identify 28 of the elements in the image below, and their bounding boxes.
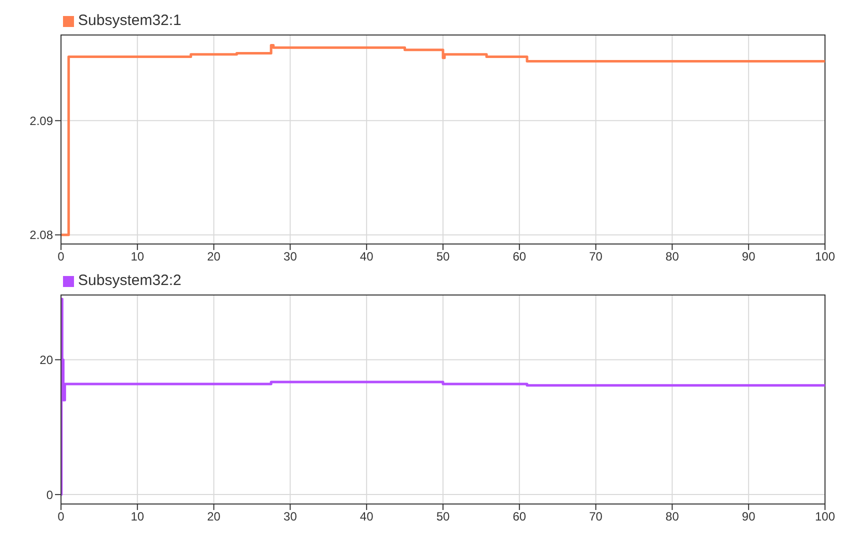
x-tick-label: 30	[284, 510, 298, 524]
x-tick-label: 10	[130, 250, 144, 264]
x-tick-label: 50	[436, 510, 450, 524]
x-tick-label: 0	[58, 250, 65, 264]
x-tick-label: 60	[512, 510, 526, 524]
y-tick-label: 2.09	[30, 114, 54, 128]
x-tick-label: 90	[742, 510, 756, 524]
x-tick-label: 50	[436, 250, 450, 264]
x-tick-label: 100	[814, 250, 836, 264]
x-tick-label: 70	[589, 250, 603, 264]
x-tick-label: 60	[512, 250, 526, 264]
x-tick-label: 70	[589, 510, 603, 524]
y-tick-label: 0	[46, 488, 54, 502]
x-tick-label: 100	[814, 510, 836, 524]
x-tick-label: 40	[360, 510, 374, 524]
x-tick-label: 30	[284, 250, 298, 264]
x-tick-label: 80	[666, 250, 680, 264]
legend-label: Subsystem32:1	[78, 12, 182, 29]
x-tick-label: 40	[360, 250, 374, 264]
y-tick-label: 2.08	[30, 228, 54, 242]
x-tick-label: 20	[207, 510, 221, 524]
y-tick-label: 20	[40, 352, 54, 367]
x-tick-label: 80	[666, 510, 680, 524]
x-tick-label: 0	[58, 510, 65, 524]
legend-label: Subsystem32:2	[78, 272, 182, 289]
x-tick-label: 10	[130, 510, 144, 524]
x-tick-label: 20	[207, 250, 221, 264]
x-tick-label: 90	[742, 250, 756, 264]
